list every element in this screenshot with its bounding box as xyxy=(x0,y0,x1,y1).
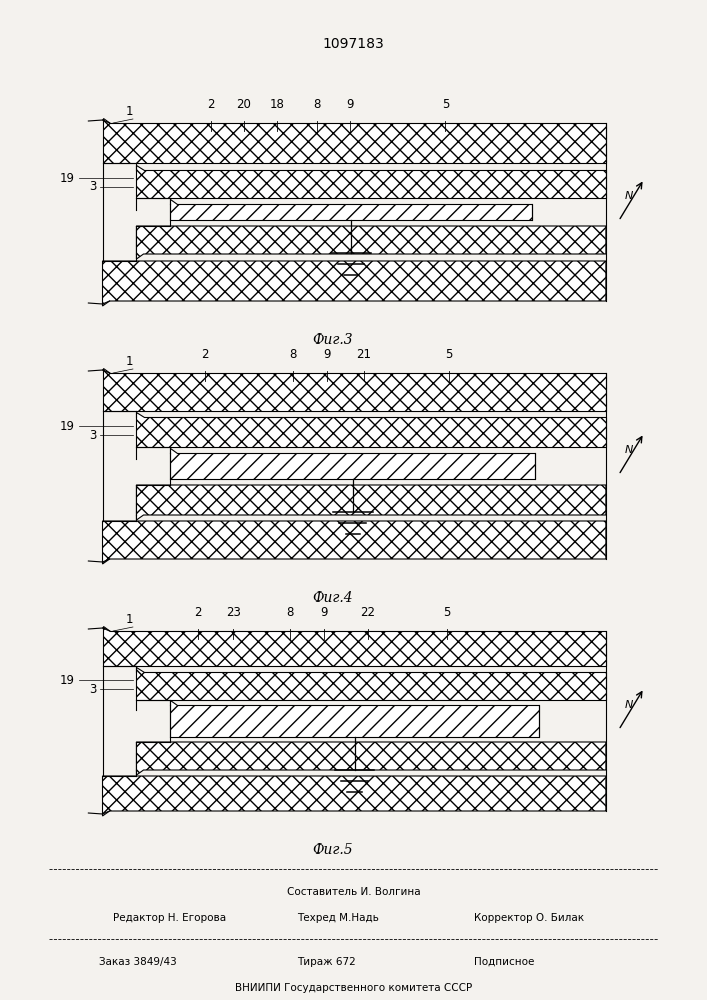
Text: 20: 20 xyxy=(236,98,252,111)
Polygon shape xyxy=(170,448,535,479)
Text: 3: 3 xyxy=(90,180,97,194)
Text: 1: 1 xyxy=(125,613,133,626)
Text: Корректор О. Билак: Корректор О. Билак xyxy=(474,913,584,923)
Text: 5: 5 xyxy=(442,98,449,111)
Text: 9: 9 xyxy=(320,606,327,619)
Text: 22: 22 xyxy=(360,606,375,619)
Text: 1097183: 1097183 xyxy=(322,37,385,51)
Text: 21: 21 xyxy=(356,348,372,361)
Text: Фиг.5: Фиг.5 xyxy=(312,843,353,857)
Polygon shape xyxy=(136,485,606,520)
Text: 19: 19 xyxy=(59,172,75,184)
Text: 2: 2 xyxy=(194,606,201,619)
Polygon shape xyxy=(103,368,606,411)
Text: Редактор Н. Егорова: Редактор Н. Егорова xyxy=(113,913,226,923)
Text: 8: 8 xyxy=(313,98,320,111)
Polygon shape xyxy=(103,261,606,306)
Text: 3: 3 xyxy=(90,429,97,442)
Text: 5: 5 xyxy=(445,348,452,361)
Text: Фиг.4: Фиг.4 xyxy=(312,591,353,605)
Text: 19: 19 xyxy=(59,420,75,433)
Text: 2: 2 xyxy=(207,98,214,111)
Text: N: N xyxy=(624,700,633,710)
Polygon shape xyxy=(170,700,539,737)
Text: 2: 2 xyxy=(201,348,209,361)
Text: 1: 1 xyxy=(125,355,133,368)
Polygon shape xyxy=(103,521,606,564)
Text: 5: 5 xyxy=(443,606,450,619)
Text: N: N xyxy=(624,445,633,455)
Text: Составитель И. Волгина: Составитель И. Волгина xyxy=(286,887,421,897)
Polygon shape xyxy=(136,667,606,700)
Text: 3: 3 xyxy=(90,683,97,696)
Text: 1: 1 xyxy=(125,105,133,118)
Polygon shape xyxy=(103,626,606,666)
Text: N: N xyxy=(624,191,633,201)
Text: Подписное: Подписное xyxy=(474,957,534,967)
Text: Заказ 3849/43: Заказ 3849/43 xyxy=(99,957,177,967)
Text: 8: 8 xyxy=(286,606,293,619)
Text: 9: 9 xyxy=(323,348,330,361)
Polygon shape xyxy=(136,165,606,198)
Text: 8: 8 xyxy=(290,348,297,361)
Text: Тираж 672: Тираж 672 xyxy=(297,957,356,967)
Polygon shape xyxy=(136,226,606,259)
Text: ВНИИПИ Государственного комитета СССР: ВНИИПИ Государственного комитета СССР xyxy=(235,983,472,993)
Text: 19: 19 xyxy=(59,674,75,687)
Polygon shape xyxy=(136,742,606,775)
Polygon shape xyxy=(103,776,606,816)
Polygon shape xyxy=(136,412,606,447)
Text: 23: 23 xyxy=(226,606,241,619)
Polygon shape xyxy=(170,199,532,220)
Text: Техред М.Надь: Техред М.Надь xyxy=(297,913,379,923)
Text: 18: 18 xyxy=(269,98,285,111)
Polygon shape xyxy=(103,118,606,163)
Text: Фиг.3: Фиг.3 xyxy=(312,333,353,347)
Text: 9: 9 xyxy=(346,98,354,111)
